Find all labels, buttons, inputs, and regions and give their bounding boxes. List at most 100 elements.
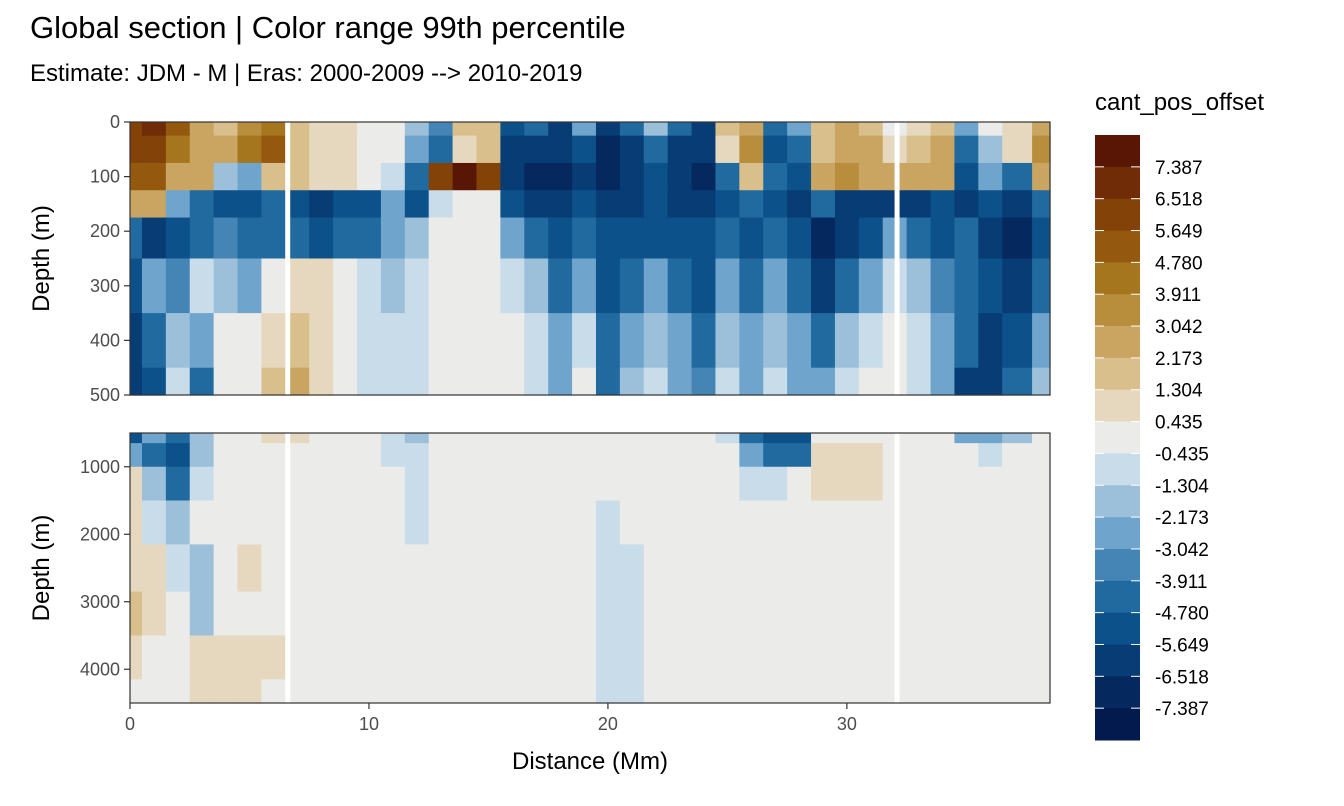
y-tick-label: 200 — [90, 221, 120, 241]
heatmap-cell — [165, 679, 191, 704]
heatmap-cell — [1032, 217, 1051, 260]
heatmap-cell — [237, 190, 263, 219]
heatmap-cell — [763, 433, 788, 444]
heatmap-cell — [333, 367, 358, 396]
heatmap-cell — [691, 162, 717, 191]
heatmap-cell — [380, 443, 406, 468]
heatmap-cell — [763, 190, 788, 219]
heatmap-cell — [619, 258, 645, 314]
heatmap-cell — [906, 591, 932, 637]
heatmap-cell — [428, 367, 454, 396]
x-tick-label: 0 — [125, 714, 135, 734]
heatmap-cell — [130, 135, 143, 164]
heatmap-cell — [130, 635, 143, 680]
heatmap-cell — [643, 591, 669, 637]
x-tick-label: 10 — [359, 714, 379, 734]
heatmap-cell — [404, 443, 430, 468]
heatmap-cell — [691, 433, 717, 444]
heatmap-cell — [189, 500, 215, 545]
heatmap-cell — [930, 635, 956, 680]
no-data-column — [894, 122, 900, 395]
heatmap-cell — [858, 544, 884, 593]
heatmap-cell — [500, 162, 525, 191]
heatmap-cell — [978, 313, 1003, 369]
heatmap-cell — [333, 591, 358, 637]
heatmap-cell — [261, 433, 286, 444]
heatmap-cell — [524, 217, 549, 260]
heatmap-cell — [476, 679, 501, 704]
y-tick-label: 1000 — [80, 457, 120, 477]
heatmap-cell — [404, 313, 430, 369]
bottom-panel-heatmap — [130, 433, 1051, 704]
heatmap-cell — [428, 544, 454, 593]
heatmap-cell — [548, 190, 573, 219]
heatmap-cell — [452, 433, 478, 444]
heatmap-cell — [858, 122, 884, 137]
heatmap-cell — [643, 443, 669, 468]
heatmap-cell — [404, 367, 430, 396]
heatmap-cell — [763, 443, 788, 468]
heatmap-cell — [954, 591, 979, 637]
heatmap-cell — [404, 466, 430, 502]
heatmap-cell — [428, 591, 454, 637]
heatmap-cell — [333, 635, 358, 680]
heatmap-cell — [739, 679, 764, 704]
heatmap-cell — [572, 443, 597, 468]
heatmap-cell — [691, 500, 717, 545]
y-tick-label: 3000 — [80, 592, 120, 612]
heatmap-cell — [333, 217, 358, 260]
heatmap-cell — [524, 679, 549, 704]
heatmap-cell — [141, 122, 167, 137]
heatmap-cell — [834, 433, 860, 444]
heatmap-cell — [930, 190, 956, 219]
heatmap-cell — [130, 433, 143, 444]
heatmap-cell — [691, 679, 717, 704]
heatmap-cell — [237, 162, 263, 191]
heatmap-cell — [978, 635, 1003, 680]
heatmap-cell — [763, 544, 788, 593]
heatmap-cell — [572, 466, 597, 502]
heatmap-cell — [380, 313, 406, 369]
heatmap-cell — [906, 162, 932, 191]
heatmap-cell — [930, 217, 956, 260]
heatmap-cell — [667, 258, 693, 314]
heatmap-cell — [930, 466, 956, 502]
legend-label: 7.387 — [1155, 158, 1203, 179]
heatmap-cell — [428, 122, 454, 137]
heatmap-cell — [572, 190, 597, 219]
heatmap-cell — [476, 433, 501, 444]
heatmap-cell — [619, 433, 645, 444]
heatmap-cell — [811, 679, 836, 704]
heatmap-cell — [954, 162, 979, 191]
heatmap-cell — [1002, 635, 1033, 680]
heatmap-cell — [906, 313, 932, 369]
legend-swatch — [1095, 326, 1140, 359]
heatmap-cell — [476, 258, 501, 314]
heatmap-cell — [1032, 313, 1051, 369]
heatmap-cell — [189, 122, 215, 137]
heatmap-cell — [906, 433, 932, 444]
legend-swatch — [1095, 485, 1140, 518]
heatmap-cell — [954, 190, 979, 219]
heatmap-cell — [452, 258, 478, 314]
x-tick-label: 20 — [598, 714, 618, 734]
legend-label: 3.042 — [1155, 317, 1203, 338]
legend-label: 5.649 — [1155, 222, 1203, 243]
heatmap-cell — [380, 135, 406, 164]
heatmap-cell — [858, 313, 884, 369]
heatmap-cell — [189, 591, 215, 637]
heatmap-cell — [715, 500, 740, 545]
y-tick-label: 2000 — [80, 524, 120, 544]
heatmap-cell — [141, 162, 167, 191]
heatmap-cell — [954, 313, 979, 369]
heatmap-cell — [858, 635, 884, 680]
heatmap-cell — [954, 135, 979, 164]
heatmap-cell — [619, 217, 645, 260]
heatmap-cell — [261, 544, 286, 593]
heatmap-cell — [524, 466, 549, 502]
heatmap-cell — [619, 443, 645, 468]
heatmap-cell — [643, 466, 669, 502]
heatmap-cell — [978, 190, 1003, 219]
heatmap-cell — [213, 591, 239, 637]
